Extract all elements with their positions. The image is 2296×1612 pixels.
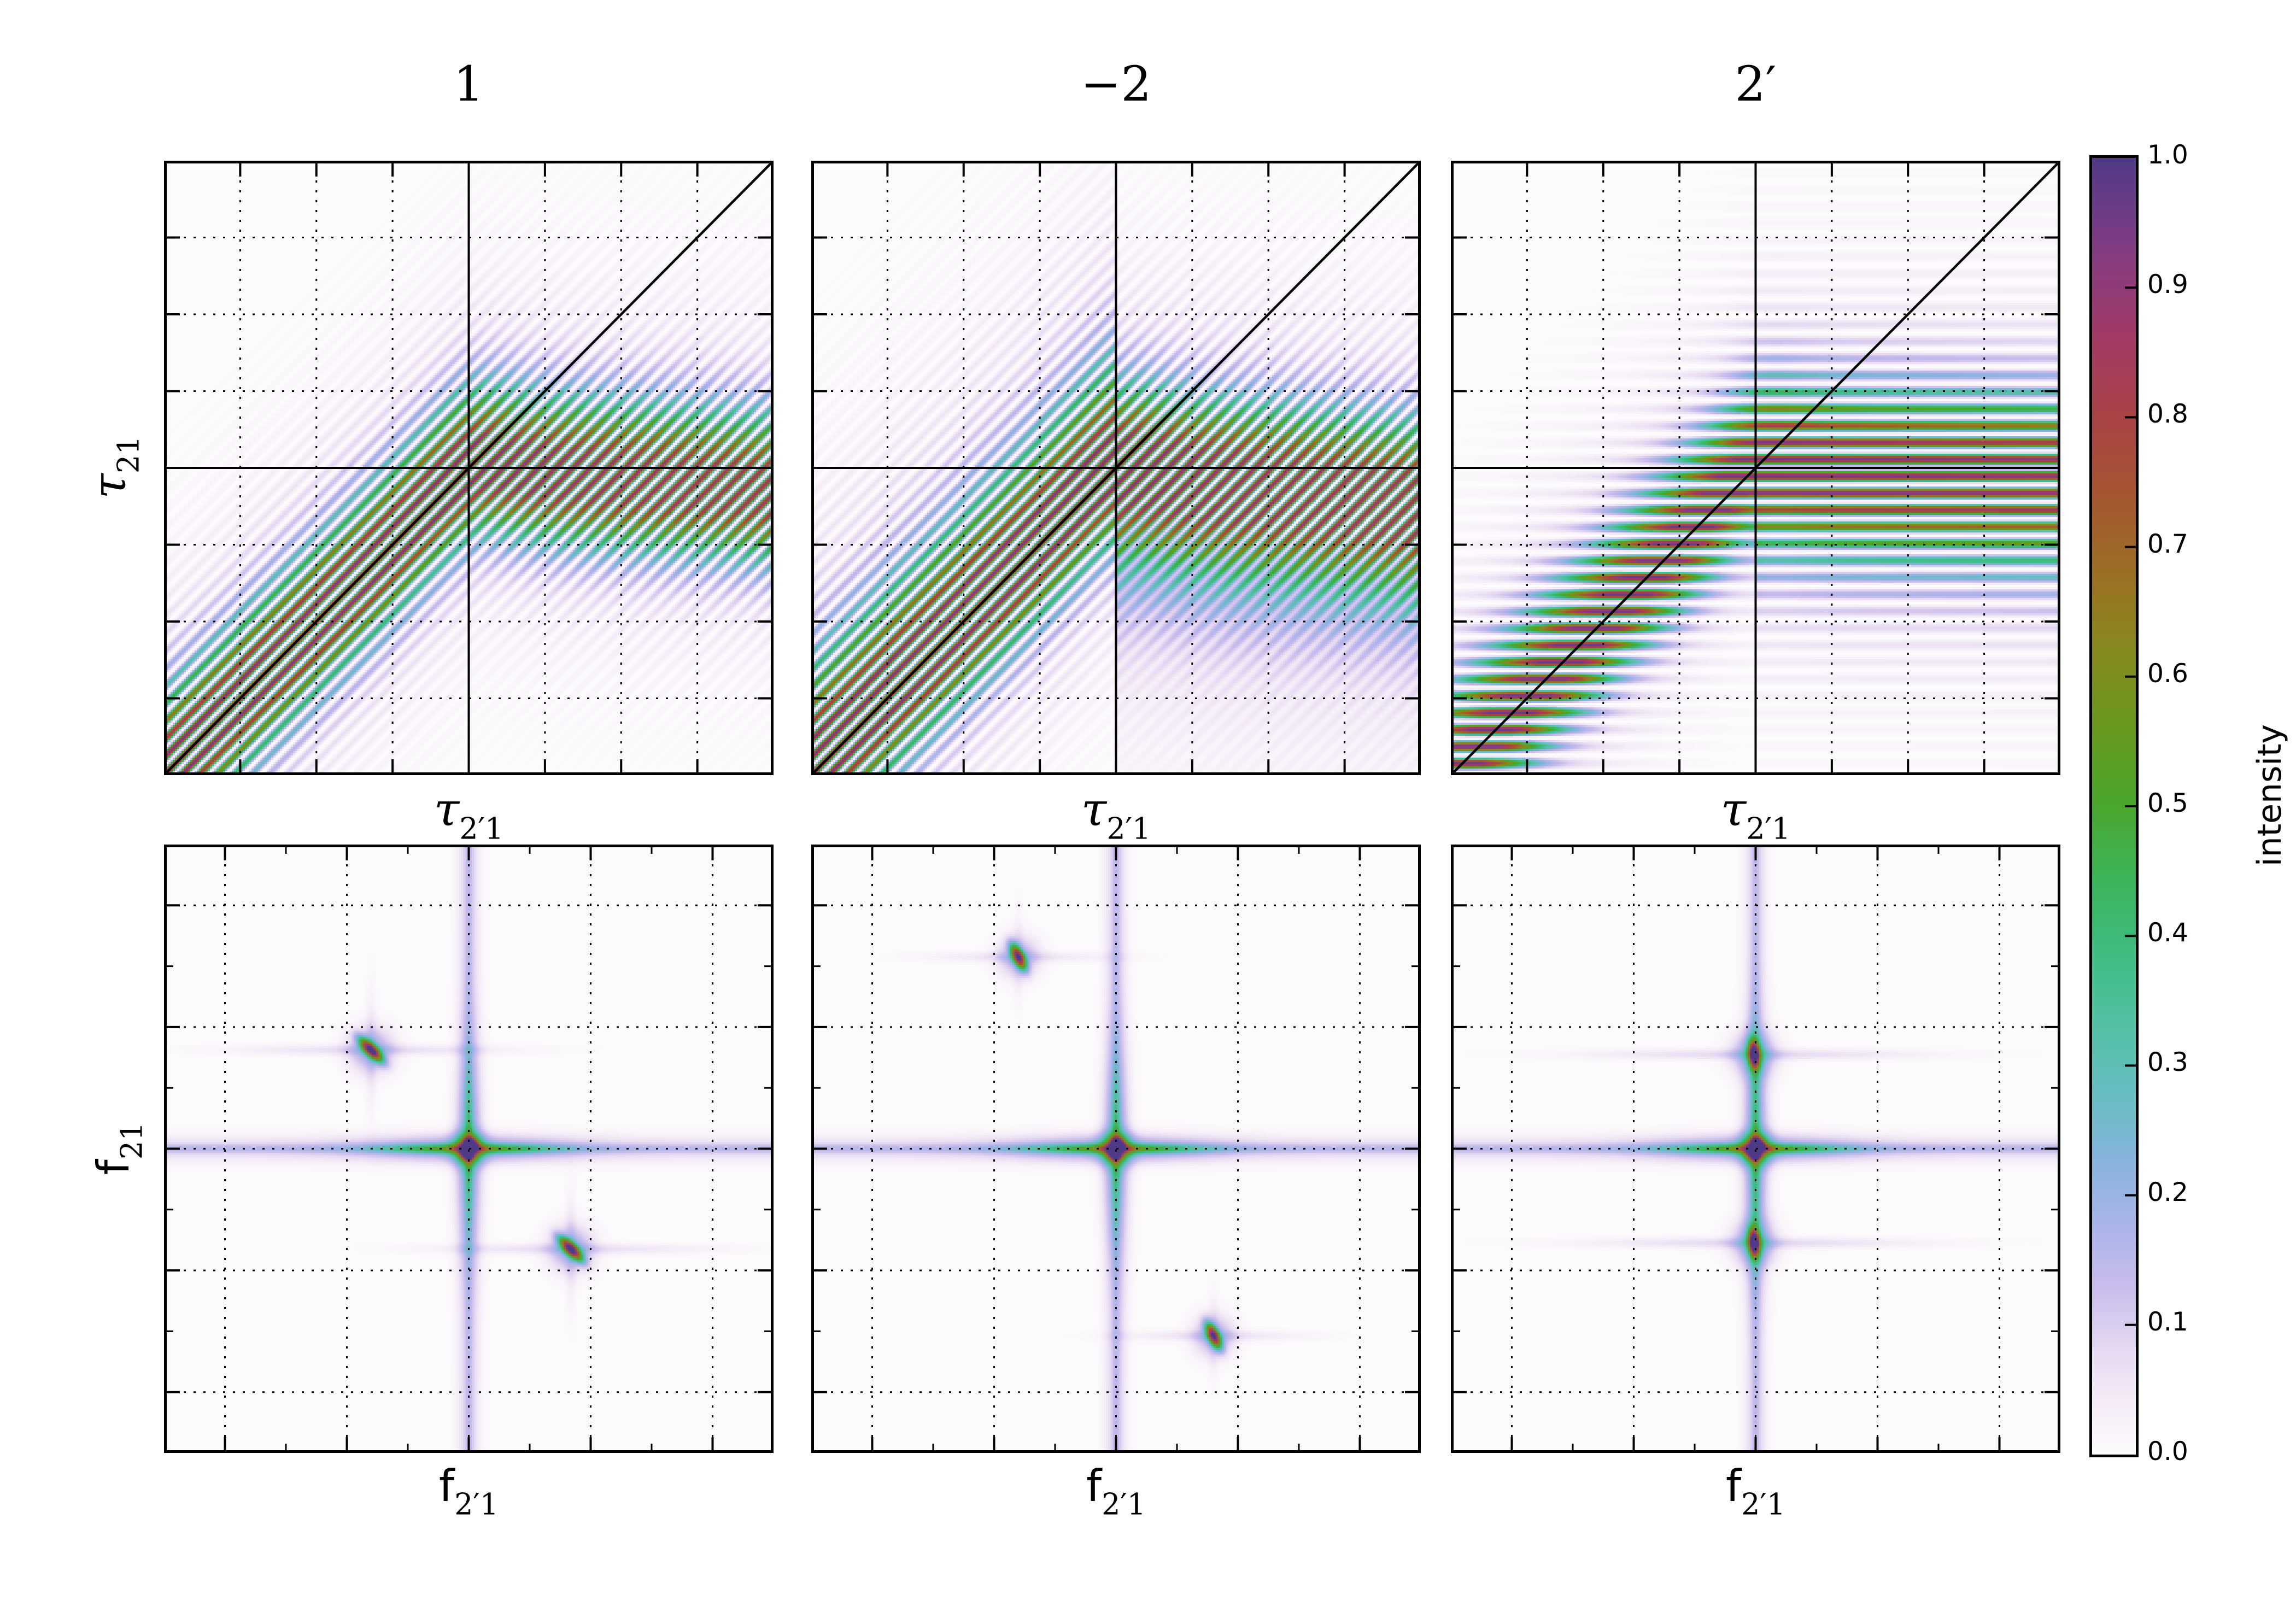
x-axis-label-tau-panel2: τ2′1 [811,783,1421,854]
colorbar-tick-label: 0.7 [2147,529,2188,559]
colorbar-tick-label: 0.9 [2147,269,2188,300]
x-label-main: f [438,1461,455,1511]
panel-title-1: 1 [453,56,484,112]
axis-line [811,161,1421,775]
colorbar-tick-label: 0.4 [2147,918,2188,948]
x-label-main: f [1086,1461,1102,1511]
colorbar-ticks [2125,286,2136,1326]
colorbar-tick-label: 0.3 [2147,1047,2188,1078]
heatmap-panel-tau-1 [164,161,774,775]
x-label-sub: 2′1 [454,1487,499,1522]
colorbar-tick-label: 0.2 [2147,1177,2188,1207]
grid-overlay [811,845,1421,1453]
x-label-main: τ [1720,783,1747,836]
colorbar-tick-label: 1.0 [2147,140,2188,170]
panel-border [811,161,1421,775]
grid-overlay [164,161,774,775]
x-label-sub: 2′1 [1102,1487,1146,1522]
axis-line [164,161,774,775]
heatmap-panel-tau-2prime [1451,161,2060,775]
x-axis-label-f-panel1: f2′1 [164,1461,774,1532]
heatmap-panel-tau-minus2 [811,161,1421,775]
heatmap-panel-f-2prime [1451,845,2060,1453]
axis-line [1451,161,2060,775]
colorbar-tick-label: 0.6 [2147,658,2188,689]
x-label-sub: 2′1 [1741,1487,1786,1522]
y-axis-label-tau21: τ21 [79,331,145,604]
panel-border [811,845,1421,1453]
x-axis-label-f-panel3: f2′1 [1451,1461,2060,1532]
x-label-main: τ [1081,783,1107,836]
heatmap-canvas [164,845,774,1453]
grid-overlay [811,161,1421,775]
x-label-sub: 2′1 [459,811,504,846]
y-axis-label-f21: f21 [84,1012,149,1285]
x-label-sub: 2′1 [1106,811,1151,846]
x-label-sub: 2′1 [1746,811,1791,846]
panel-border [1451,845,2060,1453]
colorbar-tick-label: 0.0 [2147,1437,2188,1467]
y-label-main: f [88,1159,139,1175]
heatmap-canvas [811,845,1421,1453]
heatmap-canvas [1451,845,2060,1453]
x-label-main: f [1725,1461,1742,1511]
x-label-main: τ [434,783,460,836]
colorbar-axis-label: intensity [2251,724,2289,867]
colorbar-tick-label: 0.8 [2147,399,2188,430]
colorbar [2089,155,2139,1457]
y-label-sub: 21 [111,436,146,474]
panel-title-minus2: −2 [1080,56,1152,112]
x-axis-label-tau-panel1: τ2′1 [164,783,774,854]
panel-border [164,845,774,1453]
grid-overlay [1451,161,2060,775]
x-axis-label-f-panel2: f2′1 [811,1461,1421,1532]
panel-title-2prime: 2′ [1735,56,1777,112]
heatmap-panel-f-1 [164,845,774,1453]
heatmap-panel-f-minus2 [811,845,1421,1453]
colorbar-tick-label: 0.5 [2147,788,2188,818]
y-label-sub: 21 [114,1122,149,1160]
colorbar-tick-label: 0.1 [2147,1306,2188,1337]
grid-overlay [1451,845,2060,1453]
y-label-main: τ [83,473,136,499]
panel-border [1451,161,2060,775]
grid-overlay [164,845,774,1453]
panel-border [164,161,774,775]
x-axis-label-tau-panel3: τ2′1 [1451,783,2060,854]
